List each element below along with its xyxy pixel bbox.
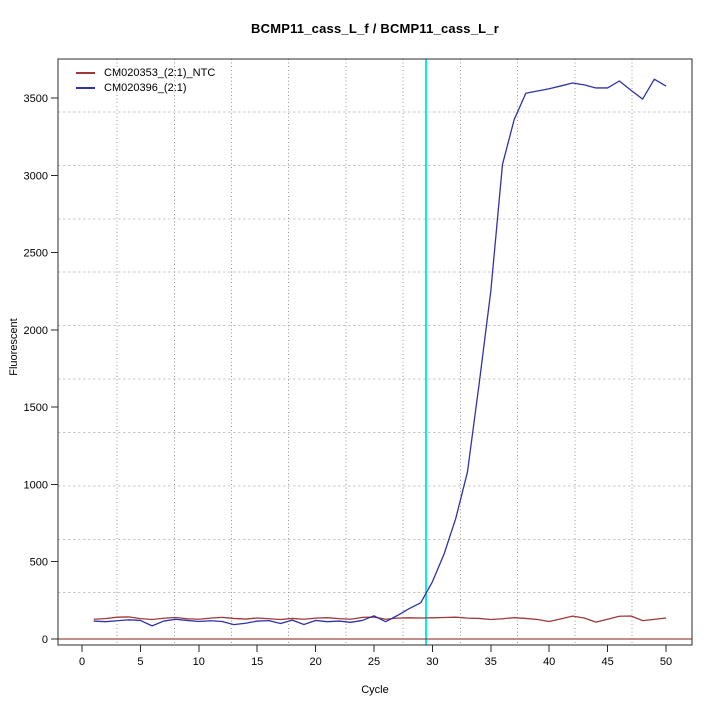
svg-text:25: 25 — [368, 656, 380, 668]
legend-line-swatch-sample — [76, 86, 95, 89]
plot-border — [57, 58, 693, 646]
y-axis-ticks — [51, 97, 58, 640]
svg-text:1000: 1000 — [24, 479, 48, 491]
legend-item-ntc: CM020353_(2:1)_NTC — [76, 65, 215, 80]
legend-label-ntc: CM020353_(2:1)_NTC — [104, 66, 216, 79]
svg-text:3500: 3500 — [24, 93, 48, 105]
x-axis-title: Cycle — [361, 684, 389, 696]
svg-text:50: 50 — [660, 656, 672, 668]
svg-text:0: 0 — [79, 656, 85, 668]
svg-text:5: 5 — [137, 656, 143, 668]
y-gridlines — [58, 111, 692, 594]
legend: CM020353_(2:1)_NTC CM020396_(2:1) — [76, 65, 215, 95]
x-gridlines — [116, 59, 633, 645]
svg-text:20: 20 — [309, 656, 321, 668]
y-axis-title: Fluorescent — [8, 318, 20, 376]
svg-text:35: 35 — [485, 656, 497, 668]
svg-text:0: 0 — [42, 634, 48, 646]
y-tick-labels: 0 500 1000 1500 2000 2500 3000 3500 — [24, 93, 48, 646]
legend-item-sample: CM020396_(2:1) — [76, 80, 215, 95]
legend-line-swatch-ntc — [76, 71, 95, 74]
legend-label-sample: CM020396_(2:1) — [104, 81, 187, 94]
svg-text:10: 10 — [193, 656, 205, 668]
x-axis-ticks — [81, 645, 667, 652]
svg-text:2000: 2000 — [24, 325, 48, 337]
svg-text:3000: 3000 — [24, 170, 48, 182]
svg-text:30: 30 — [426, 656, 438, 668]
svg-text:2500: 2500 — [24, 248, 48, 260]
svg-text:500: 500 — [30, 557, 48, 569]
svg-text:15: 15 — [251, 656, 263, 668]
svg-text:40: 40 — [543, 656, 555, 668]
x-tick-labels: 0 5 10 15 20 25 30 35 40 45 50 — [79, 656, 672, 668]
svg-text:1500: 1500 — [24, 402, 48, 414]
svg-text:45: 45 — [601, 656, 613, 668]
chart-title: BCMP11_cass_L_f / BCMP11_cass_L_r — [251, 21, 499, 36]
series-lines — [93, 78, 667, 627]
